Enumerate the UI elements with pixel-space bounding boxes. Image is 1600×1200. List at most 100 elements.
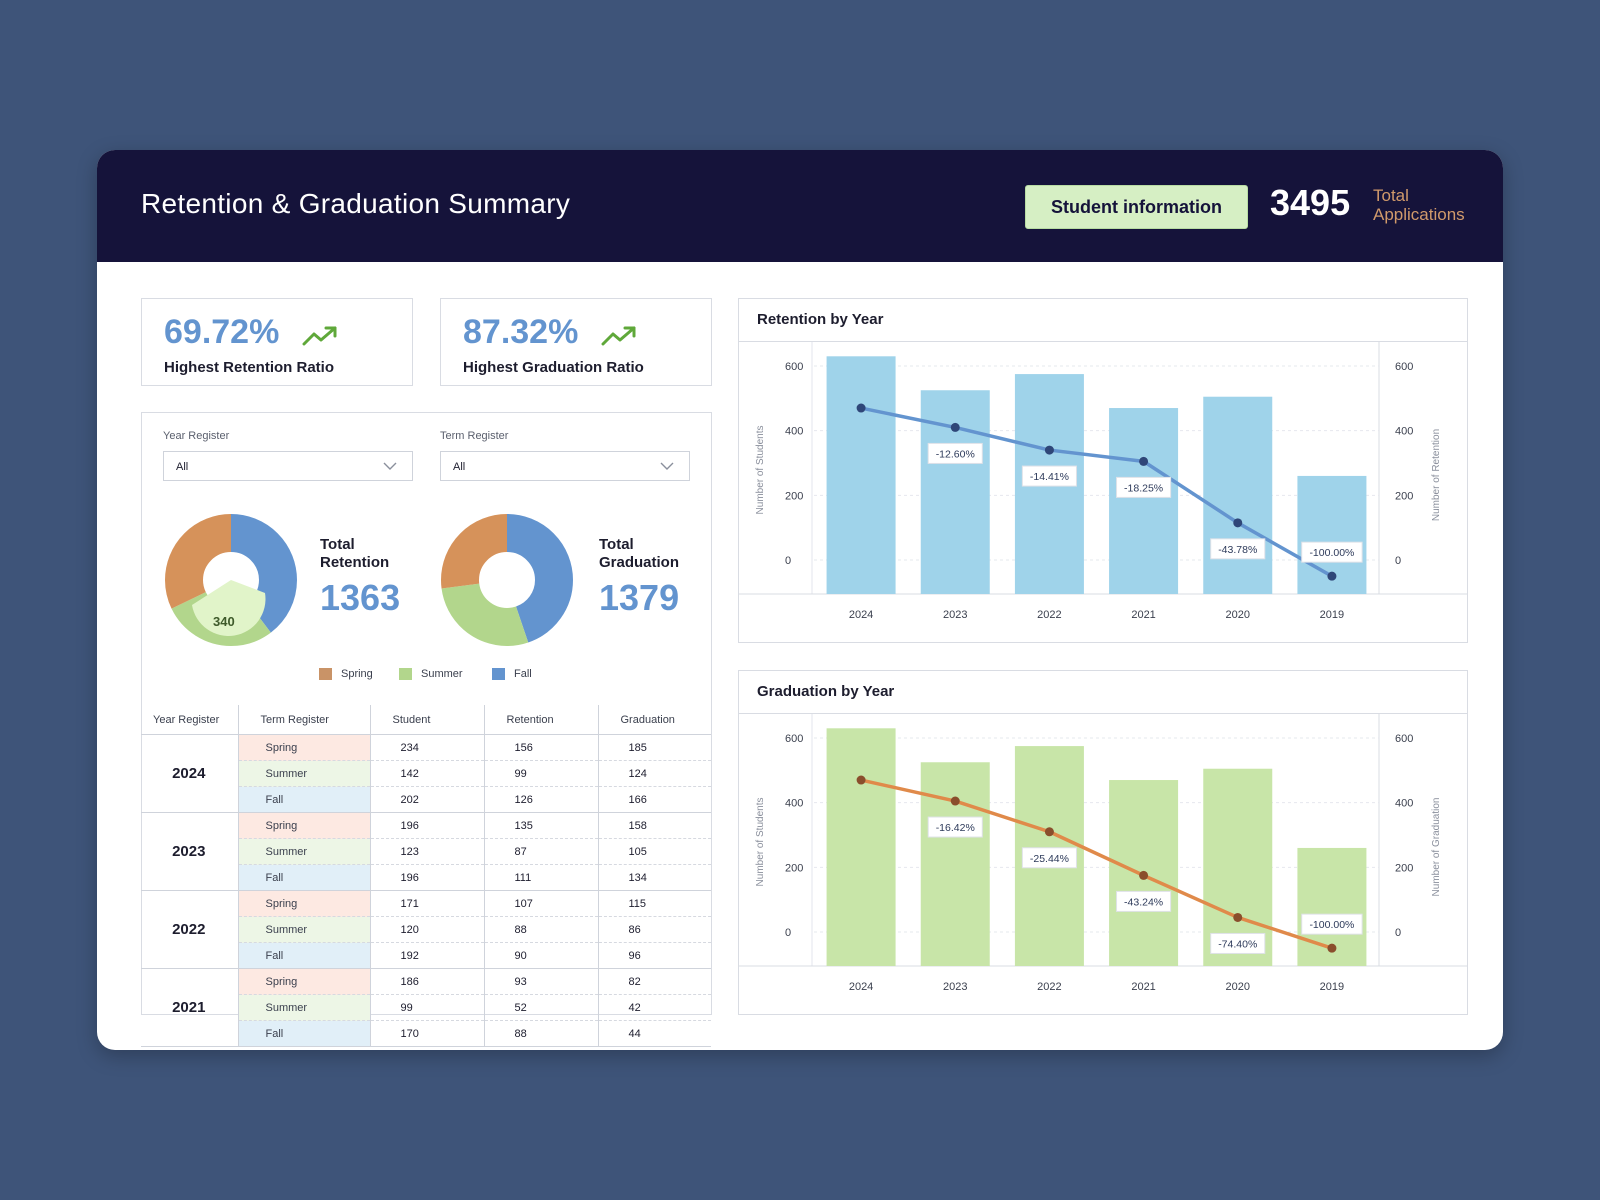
legend-spring: Spring — [319, 668, 373, 680]
kpi-retention-value: 69.72% — [164, 313, 280, 351]
table-cell-term: Fall — [238, 786, 371, 813]
bar — [826, 356, 896, 594]
x-tick-label: 2023 — [943, 609, 967, 621]
table-header: Student — [370, 705, 485, 735]
table-cell: 185 — [598, 734, 711, 761]
y-axis-label-right: Number of Retention — [1431, 429, 1442, 521]
table-header: Term Register — [238, 705, 371, 735]
table-cell: 44 — [598, 1020, 711, 1047]
table-row: Summer 99 52 42 — [141, 994, 711, 1021]
bar — [1203, 396, 1273, 594]
table-cell: 196 — [370, 812, 485, 839]
donut-segment-spring — [441, 514, 573, 646]
table-row: 2021 Spring 186 93 82 — [141, 968, 711, 1047]
x-tick-label: 2021 — [1131, 609, 1155, 621]
legend-swatch-fall — [492, 668, 505, 680]
table-cell: 166 — [598, 786, 711, 813]
kpi-retention-card: 69.72% Highest Retention Ratio — [141, 298, 413, 386]
table-cell: 186 — [370, 968, 485, 995]
table-cell: 86 — [598, 916, 711, 943]
y-axis-label-left: Number of Students — [755, 798, 766, 887]
line-point — [1327, 571, 1337, 581]
total-retention-label: Total Retention — [320, 536, 390, 571]
annotation-label: -16.42% — [936, 822, 975, 834]
y-axis-label-left: Number of Students — [755, 426, 766, 515]
graduation-donut-chart — [441, 514, 573, 646]
table-cell: 134 — [598, 864, 711, 891]
term-register-select[interactable]: All — [440, 451, 690, 481]
table-cell: 171 — [370, 890, 485, 917]
term-register-label: Term Register — [440, 430, 509, 442]
table-row: 2023 Spring 196 135 158 — [141, 812, 711, 891]
y-tick-label-left: 600 — [785, 733, 803, 745]
y-tick-label-left: 600 — [785, 361, 803, 373]
legend-fall: Fall — [492, 668, 532, 680]
line-point — [1233, 518, 1243, 528]
table-row: Summer 123 87 105 — [141, 838, 711, 865]
table-cell: 93 — [484, 968, 599, 995]
year-register-select[interactable]: All — [163, 451, 413, 481]
table-row: Summer 142 99 124 — [141, 760, 711, 787]
table-cell-term: Fall — [238, 942, 371, 969]
table-row: 2024 Spring 234 156 185 — [141, 734, 711, 813]
y-tick-label-right: 600 — [1395, 733, 1413, 745]
table-cell: 192 — [370, 942, 485, 969]
annotation-box — [927, 816, 983, 838]
series-line — [860, 778, 1333, 950]
annotation-label: -18.25% — [1124, 482, 1163, 494]
table-cell-term: Summer — [238, 916, 371, 943]
table-cell: 202 — [370, 786, 485, 813]
annotation-box — [1301, 541, 1363, 563]
retention-by-year-chart: 600 600 400 400 200 200 0 0 Number of Students Nu… — [739, 342, 1467, 621]
x-tick-label: 2019 — [1320, 609, 1344, 621]
y-axis-label-right: Number of Graduation — [1431, 798, 1442, 897]
table-header: Graduation — [598, 705, 711, 735]
annotation-label: -25.44% — [1030, 853, 1069, 865]
table-cell: 135 — [484, 812, 599, 839]
annotation-label: -43.78% — [1218, 544, 1257, 556]
annotation-box — [927, 442, 983, 464]
x-tick-label: 2024 — [849, 609, 873, 621]
table-cell: 42 — [598, 994, 711, 1021]
table-cell: 142 — [370, 760, 485, 787]
term-register-value: All — [453, 461, 466, 473]
bar — [1109, 408, 1179, 594]
table-cell: 158 — [598, 812, 711, 839]
table-cell-term: Spring — [238, 890, 371, 917]
line-point — [1139, 870, 1149, 880]
table-cell: 115 — [598, 890, 711, 917]
donut-highlight — [192, 580, 266, 636]
x-tick-label: 2020 — [1226, 609, 1250, 621]
retention-chart-panel: Retention by Year 600 600 400 400 200 200 0 0 Nu… — [738, 298, 1468, 643]
table-cell: 99 — [484, 760, 599, 787]
y-tick-label-left: 200 — [785, 490, 803, 502]
legend-label-summer: Summer — [421, 668, 463, 680]
annotation-label: -12.60% — [936, 448, 975, 460]
trending-up-icon — [601, 326, 636, 346]
student-information-button[interactable]: Student information — [1025, 185, 1248, 229]
header-bar: Retention & Graduation Summary Student i… — [97, 150, 1503, 262]
total-retention-value: 1363 — [320, 577, 401, 618]
legend-swatch-summer — [399, 668, 412, 680]
line-point — [856, 775, 866, 785]
annotation-box — [1210, 538, 1266, 560]
line-point — [1044, 445, 1054, 455]
line-point — [1044, 827, 1054, 837]
dashboard-card: Retention & Graduation Summary Student i… — [97, 150, 1503, 1050]
x-tick-label: 2023 — [943, 981, 967, 993]
table-cell: 156 — [484, 734, 599, 761]
annotation-label: -14.41% — [1030, 471, 1069, 483]
total-graduation-label: Total Graduation — [599, 536, 680, 571]
x-tick-label: 2021 — [1131, 981, 1155, 993]
line-point — [856, 403, 866, 413]
kpi-graduation-card: 87.32% Highest Graduation Ratio — [440, 298, 712, 386]
table-row: Fall 202 126 166 — [141, 786, 711, 813]
table-cell: 111 — [484, 864, 599, 891]
table-cell: 123 — [370, 838, 485, 865]
y-tick-label-left: 200 — [785, 862, 803, 874]
total-applications-value: 3495 — [1270, 182, 1351, 223]
page-title: Retention & Graduation Summary — [141, 188, 571, 219]
table-cell-term: Summer — [238, 760, 371, 787]
y-tick-label-right: 600 — [1395, 361, 1413, 373]
annotation-box — [1116, 476, 1172, 498]
